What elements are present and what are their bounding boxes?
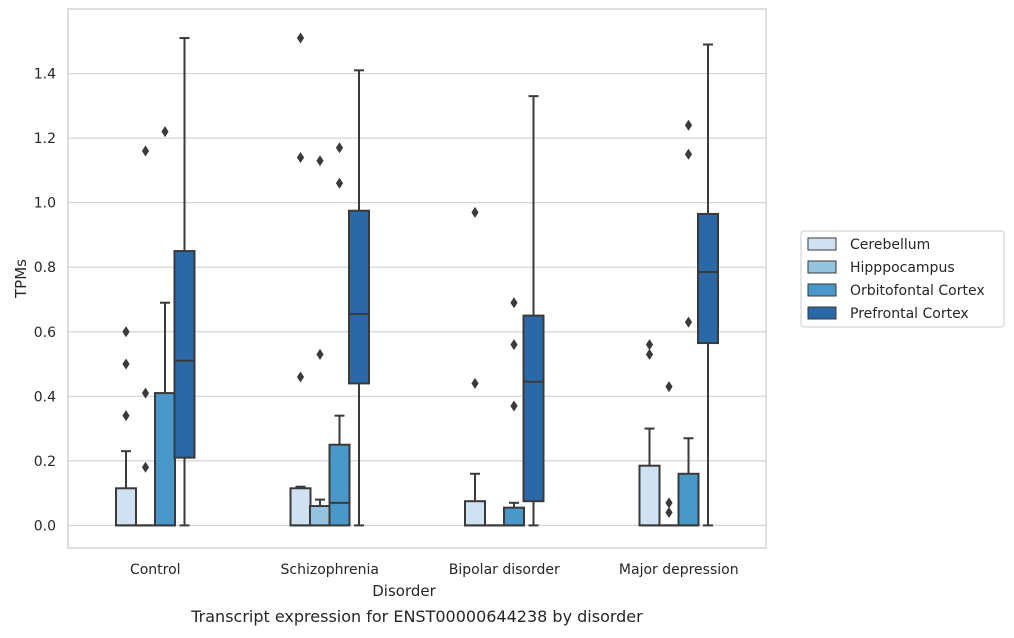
legend-swatch xyxy=(808,238,836,250)
box-iqr xyxy=(175,251,195,458)
y-tick-label: 0.4 xyxy=(34,389,56,405)
outlier-point xyxy=(471,207,478,218)
box-orbitofontal-cortex xyxy=(330,142,350,525)
outlier-point xyxy=(646,349,653,360)
outlier-point xyxy=(122,410,129,421)
legend-label: Cerebellum xyxy=(850,237,930,253)
outlier-point xyxy=(122,359,129,370)
outlier-point xyxy=(297,33,304,44)
box-iqr xyxy=(349,211,369,384)
box-cerebellum xyxy=(116,326,136,525)
outlier-point xyxy=(685,317,692,328)
box-orbitofontal-cortex xyxy=(679,120,699,526)
outlier-point xyxy=(161,126,168,137)
outlier-point xyxy=(297,152,304,163)
outlier-point xyxy=(471,378,478,389)
x-tick-labels: Control Schizophrenia Bipolar disorder Majo… xyxy=(130,562,739,578)
outlier-point xyxy=(336,178,343,189)
chart-caption: Transcript expression for ENST0000064423… xyxy=(190,607,643,626)
box-prefrontal-cortex xyxy=(524,96,544,525)
legend-label: Prefrontal Cortex xyxy=(850,306,969,322)
box-iqr xyxy=(330,445,350,526)
outlier-point xyxy=(510,339,517,350)
outlier-point xyxy=(665,507,672,518)
y-tick-label: 1.2 xyxy=(34,131,56,147)
legend-label: Orbitofontal Cortex xyxy=(850,283,985,299)
outlier-point xyxy=(297,371,304,382)
box-iqr xyxy=(504,508,524,526)
box-iqr xyxy=(291,488,311,525)
outlier-point xyxy=(316,155,323,166)
outlier-point xyxy=(510,297,517,308)
y-tick-label: 0.6 xyxy=(34,325,56,341)
box-iqr xyxy=(640,466,660,526)
outlier-point xyxy=(122,326,129,337)
y-tick-label: 0.0 xyxy=(34,518,56,534)
outlier-point xyxy=(665,381,672,392)
outlier-point xyxy=(665,497,672,508)
box-hipppocampus xyxy=(659,381,679,525)
legend-swatch xyxy=(808,261,836,273)
x-tick-label: Schizophrenia xyxy=(281,562,379,578)
box-prefrontal-cortex xyxy=(175,38,195,525)
box-hipppocampus xyxy=(310,155,330,525)
box-iqr xyxy=(679,474,699,526)
y-axis-label: TPMs xyxy=(12,259,30,299)
legend-label: Hipppocampus xyxy=(850,260,955,276)
outlier-point xyxy=(142,146,149,157)
box-cerebellum xyxy=(291,33,311,526)
outlier-point xyxy=(316,349,323,360)
box-iqr xyxy=(524,316,544,502)
box-iqr xyxy=(465,501,485,525)
legend: Cerebellum Hipppocampus Orbitofontal Corte… xyxy=(801,231,1004,327)
y-tick-label: 1.0 xyxy=(34,196,56,212)
y-tick-label: 0.8 xyxy=(34,260,56,276)
x-tick-label: Control xyxy=(130,562,181,578)
outlier-point xyxy=(336,142,343,153)
box-orbitofontal-cortex xyxy=(155,126,175,525)
outlier-point xyxy=(142,388,149,399)
box-iqr xyxy=(310,506,330,525)
legend-swatch xyxy=(808,307,836,319)
y-tick-label: 1.4 xyxy=(34,67,56,83)
box-iqr xyxy=(698,214,718,343)
box-iqr xyxy=(155,393,175,525)
outlier-point xyxy=(142,462,149,473)
box-prefrontal-cortex xyxy=(698,45,718,526)
box-cerebellum xyxy=(465,207,485,526)
outlier-point xyxy=(685,149,692,160)
y-tick-label: 0.2 xyxy=(34,454,56,470)
legend-swatch xyxy=(808,284,836,296)
box-cerebellum xyxy=(640,339,660,525)
outlier-point xyxy=(510,400,517,411)
outlier-point xyxy=(646,339,653,350)
x-tick-label: Major depression xyxy=(619,562,739,578)
y-tick-labels: 0.0 0.2 0.4 0.6 0.8 1.0 1.2 1.4 xyxy=(34,67,56,535)
boxes-layer xyxy=(116,33,718,526)
box-iqr xyxy=(116,488,136,525)
x-axis-label: Disorder xyxy=(372,582,436,600)
x-tick-label: Bipolar disorder xyxy=(449,562,560,578)
outlier-point xyxy=(685,120,692,131)
